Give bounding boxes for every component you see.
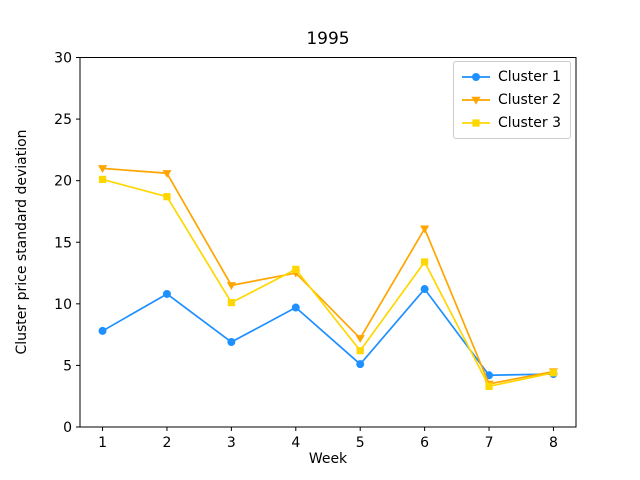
x-axis-label: Week [308,451,348,467]
x-tick-label: 5 [356,435,365,451]
x-tick-label: 2 [163,435,172,451]
data-point-cluster-2 [162,170,172,178]
data-point-cluster-2 [355,335,365,343]
data-point-cluster-1 [98,326,107,335]
data-point-cluster-3 [227,299,235,307]
legend-item: Cluster 2 [461,90,561,110]
data-point-cluster-1 [420,285,429,294]
chart-title: 1995 [306,29,350,49]
data-point-cluster-2 [420,225,430,234]
x-tick-label: 4 [291,435,300,451]
data-point-cluster-2 [97,165,108,173]
data-point-cluster-3 [549,369,558,377]
data-point-cluster-3 [421,258,429,266]
y-tick-label: 0 [63,420,72,436]
y-tick-label: 30 [54,51,72,67]
legend: Cluster 1 Cluster 2 Cluster 3 [452,61,571,139]
x-tick-label: 7 [485,435,494,451]
data-point-cluster-3 [98,175,107,184]
legend-marker-square-icon [461,119,490,127]
legend-marker-triangle-down-icon [461,96,490,105]
x-tick-label: 1 [98,435,107,451]
data-point-cluster-3 [163,193,171,201]
y-tick-label: 25 [54,112,72,128]
legend-marker-circle-icon [461,73,490,81]
data-point-cluster-1 [162,289,171,298]
data-point-cluster-1 [227,338,236,347]
plot-line-cluster-2 [101,167,555,385]
y-tick-label: 15 [54,235,72,251]
y-tick-label: 5 [63,358,72,374]
x-tick-label: 6 [420,435,429,451]
data-point-cluster-1 [356,360,365,369]
legend-label: Cluster 3 [497,115,561,131]
data-point-cluster-3 [485,382,493,390]
x-tick-label: 3 [227,435,236,451]
legend-label: Cluster 1 [497,69,561,85]
legend-item: Cluster 3 [461,113,561,133]
legend-label: Cluster 2 [497,92,561,108]
data-point-cluster-1 [291,303,300,312]
plot-line-cluster-3 [101,178,555,388]
legend-item: Cluster 1 [461,67,561,87]
data-point-cluster-3 [292,265,300,273]
x-tick-label: 8 [549,435,558,451]
y-tick-label: 20 [54,174,72,190]
data-point-cluster-3 [356,347,364,355]
data-point-cluster-2 [226,282,236,290]
plot-line-cluster-1 [101,288,555,377]
y-tick-label: 10 [54,297,72,313]
